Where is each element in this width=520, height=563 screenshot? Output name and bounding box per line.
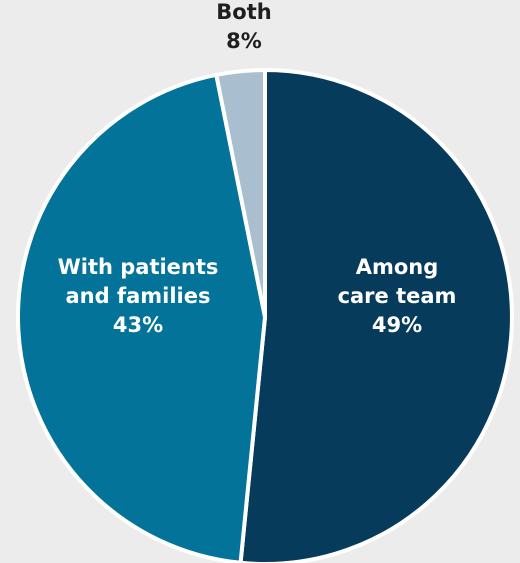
slice-label-line: 49% — [372, 313, 422, 337]
pie-slice-with-patients-and-families — [15, 72, 267, 563]
slice-label-line: 43% — [113, 313, 163, 337]
slice-label-line: Both — [216, 0, 271, 24]
pie-labels: Among care team 49% With patients and famili… — [58, 0, 457, 337]
pie-slices — [15, 68, 514, 563]
pie-slice-among-care-team — [238, 68, 514, 563]
slice-label-line: 8% — [226, 29, 262, 53]
slice-label-line: care team — [338, 284, 457, 308]
slice-label-line: Among — [356, 255, 439, 279]
slice-label-line: With patients — [58, 255, 219, 279]
slice-label-both: Both 8% — [216, 0, 271, 53]
slice-label-line: and families — [66, 284, 211, 308]
slice-label-among-care-team: Among care team 49% — [338, 255, 457, 337]
slice-label-with-patients-and-families: With patients and families 43% — [58, 255, 219, 337]
pie-slice-both — [214, 68, 267, 319]
